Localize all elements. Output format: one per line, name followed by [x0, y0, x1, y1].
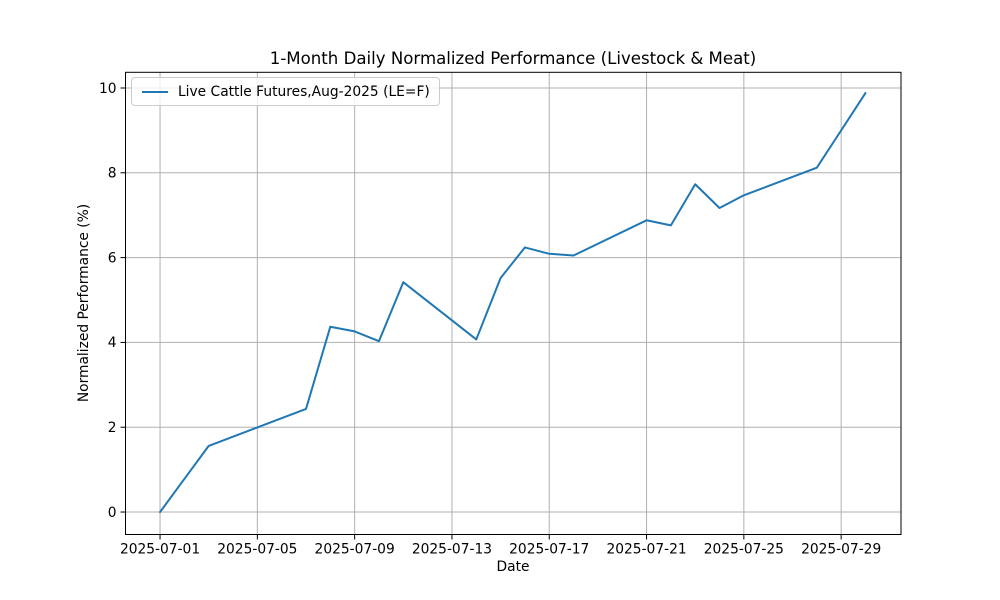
x-axis-label: Date — [496, 559, 530, 575]
legend-line-swatch — [142, 90, 168, 93]
x-tick-label: 2025-07-29 — [801, 542, 881, 558]
y-tick-label: 2 — [108, 420, 117, 436]
x-tick-label: 2025-07-21 — [606, 542, 686, 558]
y-tick-label: 6 — [108, 250, 117, 266]
chart-title: 1-Month Daily Normalized Performance (Li… — [269, 49, 757, 68]
series-line — [159, 92, 867, 514]
y-tick-label: 10 — [99, 81, 117, 97]
legend: Live Cattle Futures,Aug-2025 (LE=F) — [131, 77, 440, 106]
x-tick-label: 2025-07-01 — [120, 542, 200, 558]
x-tick-label: 2025-07-05 — [217, 542, 297, 558]
y-tick-label: 8 — [108, 166, 117, 182]
x-tick-label: 2025-07-09 — [315, 542, 395, 558]
legend-series-label: Live Cattle Futures,Aug-2025 (LE=F) — [178, 83, 430, 100]
x-tick-label: 2025-07-17 — [509, 542, 589, 558]
x-tick-label: 2025-07-25 — [704, 542, 784, 558]
y-tick-label: 4 — [108, 335, 117, 351]
y-tick-label: 0 — [108, 505, 117, 521]
x-tick-label: 2025-07-13 — [412, 542, 492, 558]
axes-frame — [125, 71, 902, 536]
